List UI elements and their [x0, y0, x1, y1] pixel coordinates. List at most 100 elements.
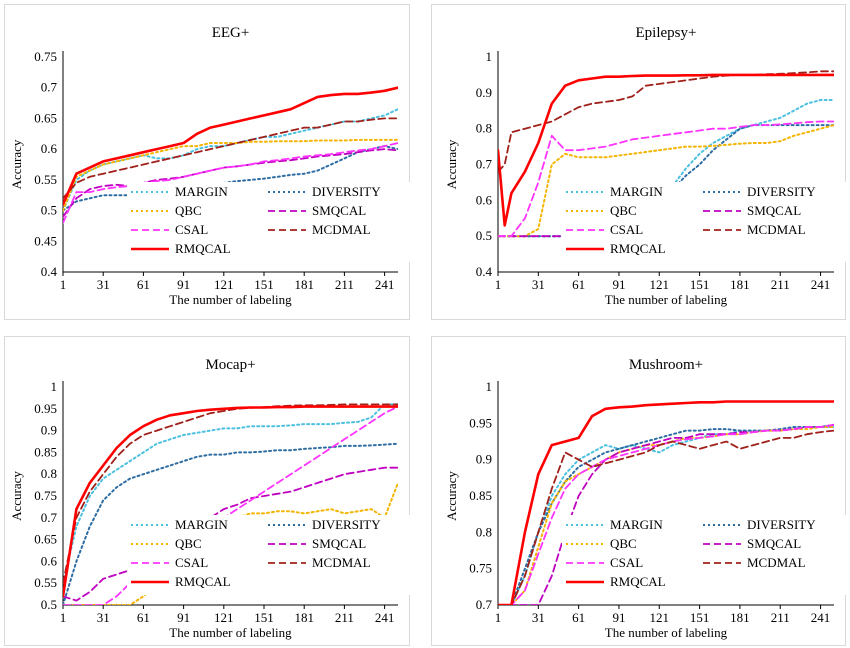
series-line-csal — [63, 142, 398, 224]
series-line-qbc — [63, 138, 398, 212]
x-tick-label: 61 — [137, 610, 150, 625]
chart-title: Epilepsy+ — [636, 25, 697, 41]
legend-label-qbc: QBC — [175, 536, 202, 551]
legend-label-smqcal: SMQCAL — [747, 536, 801, 551]
y-tick-label: 0.5 — [476, 228, 492, 243]
legend-label-qbc: QBC — [610, 536, 637, 551]
x-tick-label: 91 — [612, 277, 625, 292]
x-tick-label: 151 — [690, 277, 710, 292]
legend-label-mcdmal: MCDMAL — [312, 222, 371, 237]
legend-label-csal: CSAL — [610, 555, 643, 570]
series-line-diversity — [63, 442, 398, 605]
x-tick-label: 1 — [60, 610, 67, 625]
series-line-margin — [63, 403, 398, 585]
y-tick-label: 0.5 — [41, 203, 57, 218]
y-tick-label: 0.75 — [34, 488, 57, 503]
chart-svg-mushroom: Mushroom+ 0.7 0.75 0.8 0.85 0.9 0.95 1 1 31 61 91 12… — [444, 357, 847, 640]
x-tick-label: 241 — [375, 610, 395, 625]
series-line-mcdmal — [498, 70, 834, 173]
x-tick-label: 31 — [532, 610, 545, 625]
chart-svg-epilepsy: Epilepsy+ 0.4 0.5 0.6 0.7 0.8 0.9 1 1 31 61 91 121 15… — [444, 25, 847, 307]
legend-label-margin: MARGIN — [175, 517, 228, 532]
x-tick-label: 91 — [177, 610, 190, 625]
chart-title: EEG+ — [212, 25, 250, 41]
x-tick-label: 211 — [335, 610, 354, 625]
y-tick-label: 0.65 — [34, 532, 57, 547]
y-tick-label: 1 — [486, 379, 493, 394]
series-line-smqcal — [63, 466, 398, 602]
x-tick-label: 61 — [572, 277, 585, 292]
y-axis-label: Accuracy — [9, 471, 24, 521]
x-tick-label: 241 — [811, 277, 831, 292]
series-line-mcdmal — [63, 117, 398, 200]
series-line-rmqcal — [498, 400, 834, 605]
x-tick-label: 121 — [650, 610, 670, 625]
series-line-csal — [498, 423, 834, 605]
series-line-qbc — [498, 124, 834, 238]
legend-label-diversity: DIVERSITY — [312, 517, 381, 532]
legend-label-csal: CSAL — [610, 222, 643, 237]
legend-label-rmqcal: RMQCAL — [610, 241, 666, 256]
y-tick-label: 0.6 — [41, 553, 58, 568]
y-tick-label: 0.6 — [41, 141, 58, 156]
legend-label-csal: CSAL — [175, 555, 208, 570]
series-line-diversity — [498, 423, 834, 605]
x-tick-label: 241 — [375, 277, 395, 292]
x-axis-label: The number of labeling — [169, 625, 292, 640]
x-tick-label: 181 — [730, 277, 750, 292]
x-tick-label: 181 — [730, 610, 750, 625]
x-tick-label: 211 — [771, 610, 790, 625]
legend: MARGIN DIVERSITY QBC SMQCAL CSAL MCDMAL RMQCAL — [127, 182, 411, 262]
chart-panel-eeg: EEG+ 0.4 0.45 0.5 0.55 0.6 0.65 0.7 0.75 1 31 61 91 1… — [4, 4, 411, 320]
series-line-rmqcal — [63, 405, 398, 598]
x-tick-label: 91 — [612, 610, 625, 625]
legend-label-diversity: DIVERSITY — [312, 184, 381, 199]
x-tick-label: 31 — [97, 610, 110, 625]
y-tick-label: 0.9 — [41, 423, 57, 438]
y-tick-label: 0.8 — [476, 121, 492, 136]
x-tick-label: 181 — [294, 610, 314, 625]
series-line-mcdmal — [63, 403, 398, 585]
legend-label-smqcal: SMQCAL — [747, 203, 801, 218]
legend-label-smqcal: SMQCAL — [312, 536, 366, 551]
chart-panel-epilepsy: Epilepsy+ 0.4 0.5 0.6 0.7 0.8 0.9 1 1 31 61 91 121 15… — [431, 4, 847, 320]
chart-svg-mocap: Mocap+ 0.5 0.55 0.6 0.65 0.7 0.75 0.8 0.85 0.9 0.9… — [9, 357, 411, 640]
y-axis-label: Accuracy — [9, 139, 24, 189]
x-tick-label: 61 — [137, 277, 150, 292]
y-tick-label: 1 — [51, 379, 58, 394]
legend-label-mcdmal: MCDMAL — [312, 555, 371, 570]
y-tick-label: 0.75 — [469, 561, 492, 576]
legend: MARGIN DIVERSITY QBC SMQCAL CSAL MCDMAL RMQCAL — [127, 515, 411, 595]
chart-panel-mocap: Mocap+ 0.5 0.55 0.6 0.65 0.7 0.75 0.8 0.85 0.9 0.9… — [4, 336, 411, 646]
legend-label-csal: CSAL — [175, 222, 208, 237]
legend-label-qbc: QBC — [610, 203, 637, 218]
y-tick-label: 0.45 — [34, 233, 57, 248]
series-group — [63, 403, 398, 605]
y-tick-label: 0.9 — [476, 85, 492, 100]
y-tick-label: 0.9 — [476, 452, 492, 467]
y-axis-label: Accuracy — [444, 139, 459, 189]
legend-label-qbc: QBC — [175, 203, 202, 218]
y-tick-label: 0.85 — [34, 444, 57, 459]
x-tick-label: 121 — [214, 277, 234, 292]
chart-svg-eeg: EEG+ 0.4 0.45 0.5 0.55 0.6 0.65 0.7 0.75 1 31 61 91 1… — [9, 25, 411, 307]
y-tick-label: 0.8 — [41, 466, 57, 481]
legend-label-rmqcal: RMQCAL — [610, 574, 666, 589]
y-tick-label: 0.65 — [34, 110, 57, 125]
x-tick-label: 211 — [335, 277, 354, 292]
series-line-csal — [63, 405, 398, 605]
x-tick-label: 151 — [254, 610, 274, 625]
legend-background — [562, 515, 847, 595]
y-tick-label: 0.4 — [41, 264, 58, 279]
legend-label-margin: MARGIN — [610, 184, 663, 199]
legend-label-diversity: DIVERSITY — [747, 517, 816, 532]
legend-label-diversity: DIVERSITY — [747, 184, 816, 199]
legend-background — [127, 182, 411, 262]
x-tick-label: 121 — [650, 277, 670, 292]
x-tick-label: 241 — [811, 610, 831, 625]
y-tick-label: 0.7 — [41, 510, 58, 525]
legend-background — [562, 182, 847, 262]
x-tick-label: 1 — [495, 277, 502, 292]
y-tick-label: 0.4 — [476, 264, 493, 279]
